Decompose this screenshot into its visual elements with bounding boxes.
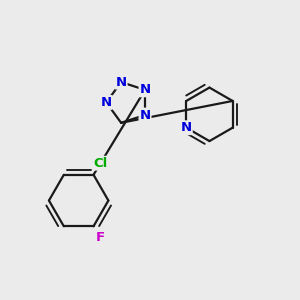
Text: N: N [140,83,151,96]
Text: N: N [140,109,151,122]
Text: N: N [101,96,112,109]
Text: N: N [116,76,127,88]
Text: F: F [96,231,105,244]
Text: Cl: Cl [93,157,107,170]
Text: N: N [181,121,192,134]
